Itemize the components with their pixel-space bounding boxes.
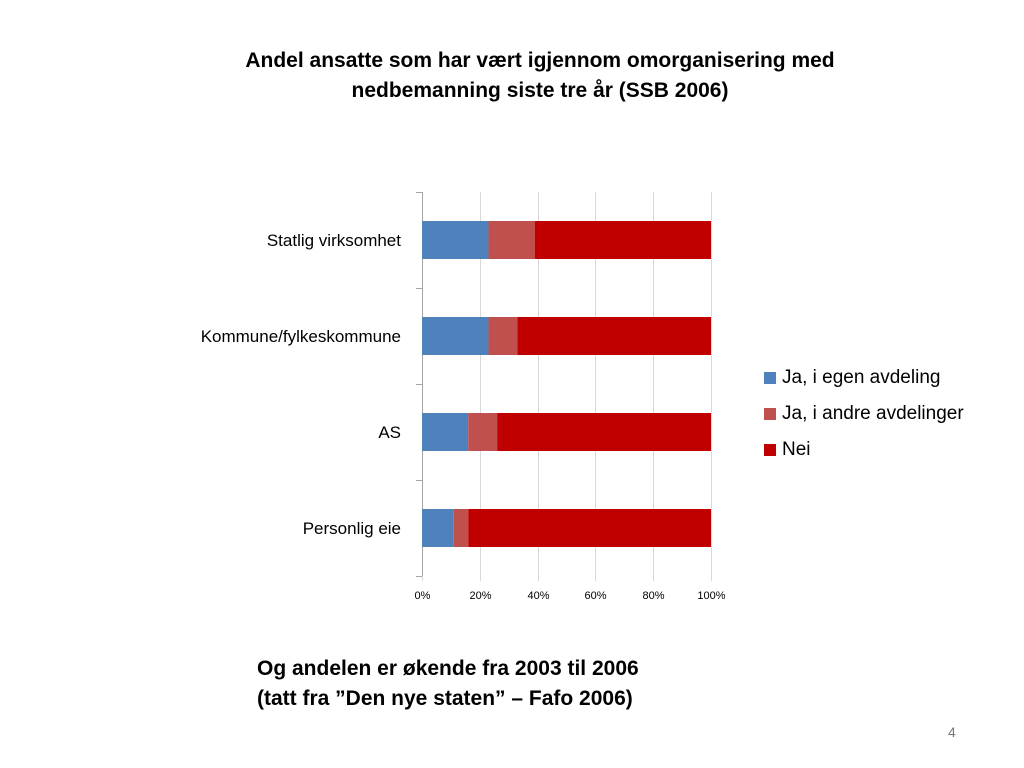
stacked-bar-chart: 0% 20% 40% 60% 80% 100% Statlig virksomhet Komm… — [201, 192, 726, 602]
x-tick-label: 60% — [584, 590, 606, 602]
bar-segment — [488, 317, 518, 355]
legend-item-ja-egen-avdeling: Ja, i egen avdeling — [764, 360, 964, 396]
bar-segment — [488, 221, 535, 259]
legend-swatch-ja-egen-avdeling — [764, 372, 776, 384]
chart-title-line-1: Andel ansatte som har vært igjennom omor… — [245, 49, 835, 72]
bar-segment — [453, 509, 469, 547]
legend-swatch-ja-andre-avdelinger — [764, 408, 776, 420]
chart-legend: Ja, i egen avdeling Ja, i andre avdeling… — [764, 360, 964, 468]
legend-swatch-nei — [764, 444, 776, 456]
source-note-line-1: Og andelen er økende fra 2003 til 2006 — [257, 657, 639, 680]
legend-label-ja-egen-avdeling: Ja, i egen avdeling — [782, 367, 941, 388]
category-label: AS — [378, 423, 401, 442]
category-label: Personlig eie — [303, 519, 401, 538]
x-tick-label: 20% — [469, 590, 491, 602]
bar-segment — [422, 221, 489, 259]
x-tick-label: 40% — [527, 590, 549, 602]
bar-segment — [422, 509, 454, 547]
page-number: 4 — [948, 724, 956, 740]
source-note-line-2: (tatt fra ”Den nye staten” – Fafo 2006) — [257, 687, 633, 710]
legend-label-ja-andre-avdelinger: Ja, i andre avdelinger — [782, 403, 964, 424]
bar-segment — [517, 317, 711, 355]
source-note: Og andelen er økende fra 2003 til 2006 (… — [257, 654, 639, 714]
x-tick-label: 0% — [415, 590, 431, 602]
bar-segment — [497, 413, 711, 451]
chart-title: Andel ansatte som har vært igjennom omor… — [160, 46, 920, 106]
chart-title-line-2: nedbemanning siste tre år (SSB 2006) — [351, 79, 729, 102]
category-label: Kommune/fylkeskommune — [201, 327, 401, 346]
x-tick-label: 80% — [642, 590, 664, 602]
legend-item-ja-andre-avdelinger: Ja, i andre avdelinger — [764, 396, 964, 432]
bar-segment — [422, 317, 489, 355]
bar-segment — [468, 413, 498, 451]
bar-segment — [468, 509, 711, 547]
legend-item-nei: Nei — [764, 432, 964, 468]
bar-segment — [422, 413, 469, 451]
category-label: Statlig virksomhet — [267, 231, 401, 250]
bar-segment — [534, 221, 711, 259]
x-tick-label: 100% — [697, 590, 725, 602]
legend-label-nei: Nei — [782, 439, 811, 460]
